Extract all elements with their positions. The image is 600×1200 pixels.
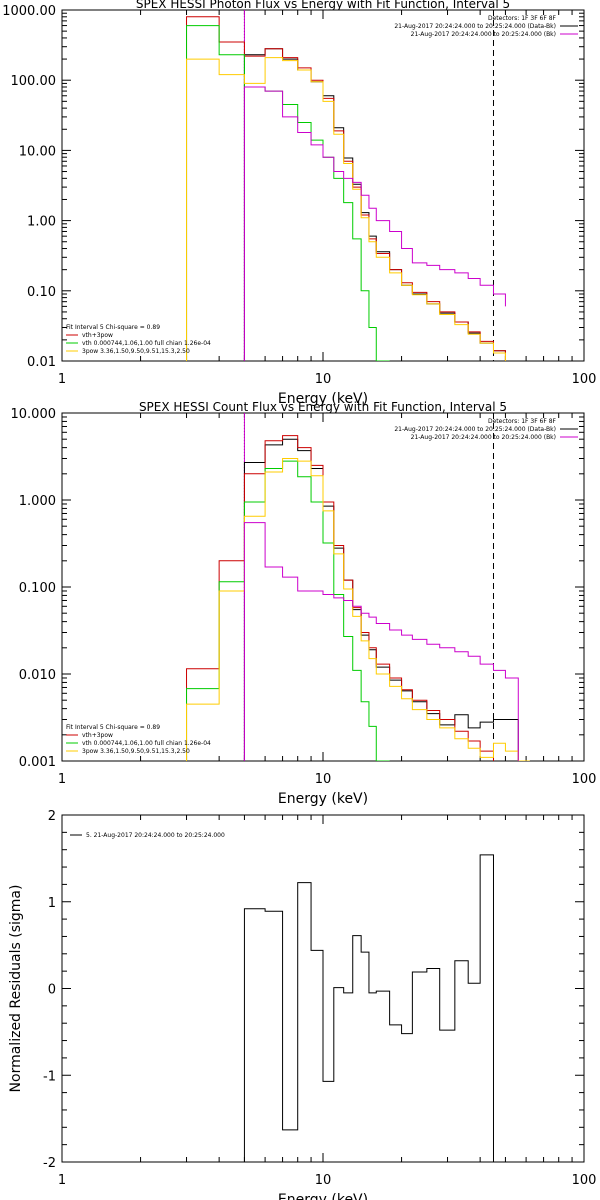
- data-layer: [243, 854, 494, 1162]
- legend-entry: 21-Aug-2017 20:24:24.000 to 20:25:24.000…: [394, 23, 556, 30]
- y-tick-label: 0.001: [19, 755, 56, 770]
- y-tick-label: 10.000: [11, 407, 57, 422]
- legend-entry: 21-Aug-2017 20:24:24.000 to 20:25:24.000…: [411, 31, 556, 38]
- series-step-3: [186, 25, 390, 361]
- legend-entry: vth+3pow: [82, 332, 113, 339]
- legend-entry: 3pow 3.36,1.50,9.50,9.51,15.3,2.50: [82, 748, 190, 755]
- x-tick-label: 1: [58, 1173, 66, 1188]
- series-step-4: [186, 57, 506, 361]
- y-tick-label: -2: [43, 1156, 56, 1171]
- x-tick-label: 10: [315, 1173, 332, 1188]
- legend-entry: Fit Interval 5 Chi-square = 0.89: [66, 324, 160, 331]
- x-tick-label: 1: [58, 772, 66, 787]
- series-step-5: [243, 522, 519, 761]
- x-tick-label: 100: [572, 1173, 597, 1188]
- x-tick-label: 10: [315, 772, 332, 787]
- series-step-1: [243, 854, 494, 1162]
- x-axis-label: Energy (keV): [278, 1192, 368, 1200]
- x-axis-label: Energy (keV): [278, 391, 368, 407]
- series-step-3: [186, 460, 390, 761]
- series-step-2: [186, 16, 506, 361]
- x-tick-label: 1: [58, 372, 66, 387]
- y-tick-label: 10.00: [19, 144, 56, 159]
- y-tick-label: -1: [43, 1069, 56, 1084]
- data-layer: [186, 413, 530, 761]
- legend-entry: 21-Aug-2017 20:24:24.000 to 20:25:24.000…: [411, 434, 556, 441]
- y-tick-label: 0: [48, 983, 56, 998]
- legend-entry: 5. 21-Aug-2017 20:24:24.000 to 20:25:24.…: [86, 832, 225, 839]
- y-tick-label: 1: [48, 896, 56, 911]
- legend-entry: 3pow 3.36,1.50,9.50,9.51,15.3,2.50: [82, 348, 190, 355]
- series-step-5: [243, 86, 506, 361]
- legend-entry: vth+3pow: [82, 732, 113, 739]
- chart-panel-3: 1 10 100 -2 -1 0 1 2 Energy (keV) Normalized Resi…: [8, 809, 596, 1200]
- legend-entry: Fit Interval 5 Chi-square = 0.89: [66, 724, 160, 731]
- chart-panel-2: SPEX HESSI Count Flux vs Energy with Fit…: [11, 400, 597, 807]
- x-tick-label: 100: [572, 372, 597, 387]
- series-step-4: [186, 457, 530, 761]
- chart-title: SPEX HESSI Count Flux vs Energy with Fit…: [139, 400, 507, 414]
- series-step-1: [243, 438, 519, 761]
- y-tick-label: 1.00: [27, 215, 56, 230]
- legend-entry: vth 0.000744,1.06,1.00 full chian 1.26e-…: [82, 740, 211, 747]
- series-step-1: [243, 48, 506, 361]
- y-tick-label: 1000.00: [2, 4, 56, 19]
- y-axis-label: Normalized Residuals (sigma): [8, 885, 24, 1093]
- x-axis-label: Energy (keV): [278, 791, 368, 807]
- y-tick-label: 0.10: [27, 285, 56, 300]
- y-tick-label: 2: [48, 809, 56, 824]
- data-layer: [186, 10, 506, 361]
- y-tick-label: 0.010: [19, 668, 56, 683]
- plot-frame: [61, 9, 585, 362]
- x-tick-label: 10: [315, 372, 332, 387]
- legend-entry: vth 0.000744,1.06,1.00 full chian 1.26e-…: [82, 340, 211, 347]
- y-tick-label: 0.100: [19, 581, 56, 596]
- y-tick-label: 100.00: [11, 74, 57, 89]
- chart-panel-1: SPEX HESSI Photon Flux vs Energy with Fi…: [2, 0, 596, 407]
- y-tick-label: 0.01: [27, 355, 56, 370]
- x-tick-label: 100: [572, 772, 597, 787]
- legend-entry: Detectors: 1F 3F 6F 8F: [488, 15, 557, 22]
- legend-entry: Detectors: 1F 3F 6F 8F: [488, 418, 557, 425]
- legend-entry: 21-Aug-2017 20:24:24.000 to 20:25:24.000…: [394, 426, 556, 433]
- chart-title: SPEX HESSI Photon Flux vs Energy with Fi…: [136, 0, 510, 11]
- y-tick-label: 1.000: [19, 494, 56, 509]
